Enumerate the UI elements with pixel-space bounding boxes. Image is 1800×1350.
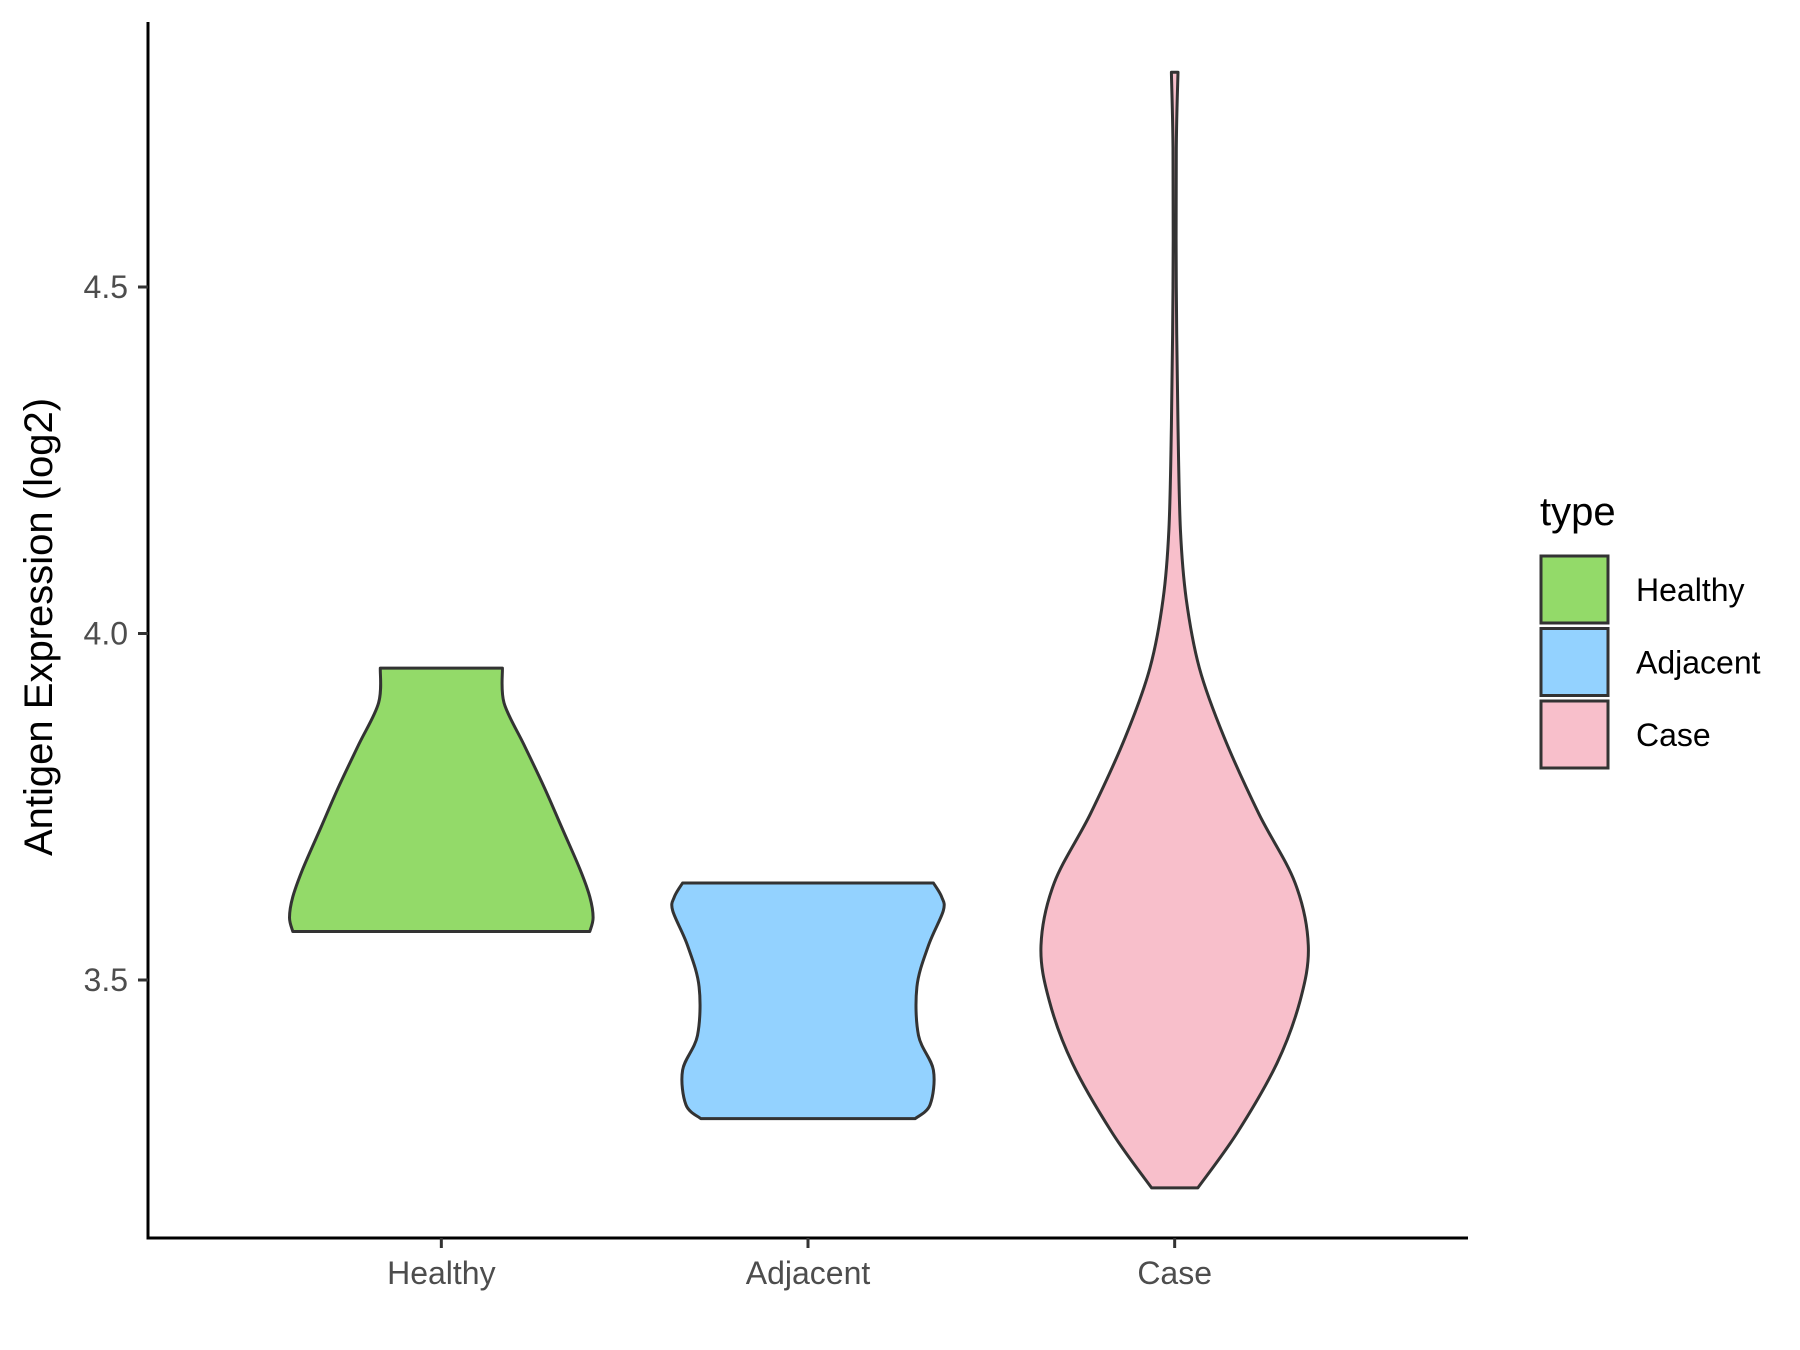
violin-healthy — [288, 666, 595, 933]
legend-entries: Healthy Adjacent Case — [1539, 554, 1761, 770]
legend-key-case — [1539, 699, 1610, 770]
violin-adjacent — [670, 881, 946, 1121]
legend-key-adjacent — [1539, 627, 1610, 697]
legend-label-healthy: Healthy — [1636, 572, 1745, 608]
y-tick-label: 4.5 — [84, 269, 128, 305]
x-tick-label-healthy: Healthy — [387, 1255, 496, 1291]
legend-label-case: Case — [1636, 717, 1711, 753]
x-axis-ticks: Healthy Adjacent Case — [387, 1238, 1212, 1291]
legend-label-adjacent: Adjacent — [1636, 645, 1761, 681]
y-tick-label: 3.5 — [84, 962, 128, 998]
violin-layer — [288, 70, 1310, 1190]
legend-key-healthy — [1539, 554, 1610, 625]
y-axis-ticks: 3.5 4.0 4.5 — [84, 269, 148, 998]
y-tick-label: 4.0 — [84, 616, 128, 652]
x-tick-label-adjacent: Adjacent — [746, 1255, 871, 1291]
violin-case — [1039, 70, 1310, 1190]
legend-title: type — [1540, 490, 1616, 534]
y-axis-title: Antigen Expression (log2) — [17, 398, 61, 856]
legend: type Healthy Adjacent Case — [1539, 490, 1761, 770]
x-tick-label-case: Case — [1137, 1255, 1212, 1291]
